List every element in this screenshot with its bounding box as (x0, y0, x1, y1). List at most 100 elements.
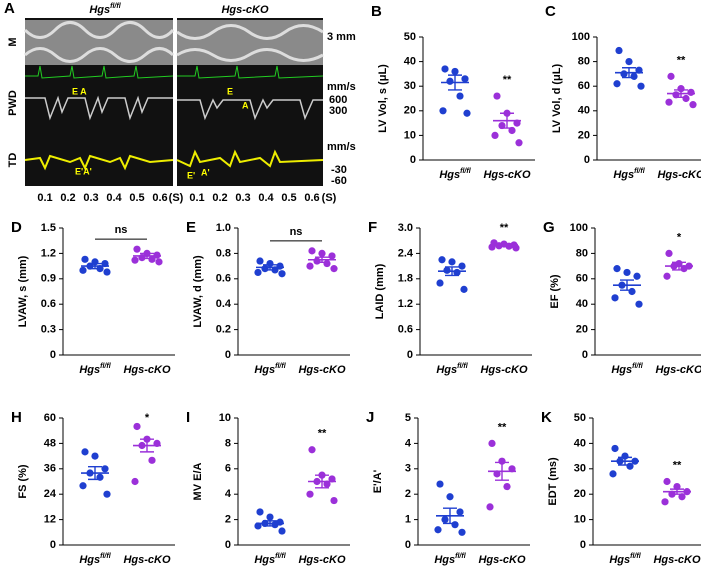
data-point (613, 80, 621, 88)
scale-label: 600 (329, 94, 347, 106)
data-point (458, 262, 466, 270)
data-point (493, 92, 501, 100)
y-tick-label: 1.2 (398, 298, 413, 310)
scale-label: mm/s (327, 141, 356, 153)
y-tick-label: 0 (225, 539, 231, 551)
category-text: Hgs-cKO (480, 364, 528, 376)
category-superscript: fl/fl (275, 553, 287, 560)
data-point (308, 247, 316, 255)
panel-letter: A (4, 0, 15, 17)
data-point (153, 251, 161, 259)
data-point (448, 258, 456, 266)
category-text: Hgs (79, 364, 100, 376)
error-bar (495, 461, 509, 481)
data-point (665, 249, 673, 257)
column-header: Hgsfl/fl (89, 3, 121, 16)
data-point (323, 259, 331, 268)
category-text: Hgs (434, 554, 455, 566)
y-axis-label: LAID (mm) (374, 263, 386, 319)
x-tick-label: Hgs-cKO (483, 169, 531, 181)
data-point (446, 493, 454, 501)
significance: ** (677, 54, 686, 66)
data-point (630, 72, 638, 80)
category-superscript: fl/fl (632, 363, 644, 370)
error-bar (620, 279, 634, 291)
x-tick-label: Hgs-cKO (480, 364, 528, 376)
data-point (256, 257, 264, 265)
y-tick-label: 10 (574, 514, 586, 526)
data-point (138, 254, 146, 262)
y-tick-label: 0 (225, 349, 231, 361)
y-tick-label: 0 (580, 539, 586, 551)
data-point (256, 508, 264, 516)
category-text: Hgs (436, 364, 457, 376)
y-tick-label: 60 (44, 412, 56, 424)
panel-letter: H (11, 409, 22, 426)
data-point (486, 503, 494, 511)
y-tick-label: 20 (574, 488, 586, 500)
annotation: E A (72, 86, 87, 96)
data-point (609, 470, 617, 478)
time-tick-label: 0.4 (106, 192, 122, 204)
data-point (682, 94, 690, 103)
y-tick-label: 1.0 (216, 222, 231, 234)
y-tick-label: 0 (405, 539, 411, 551)
category-superscript: fl/fl (100, 553, 112, 560)
header-superscript: fl/fl (110, 3, 122, 10)
m-wave (176, 48, 324, 62)
data-point (306, 262, 314, 270)
data-point (451, 67, 459, 76)
error-bar (443, 507, 457, 525)
y-tick-label: 8 (225, 437, 231, 449)
data-point (515, 139, 523, 147)
row-label: M (7, 37, 19, 46)
y-tick-label: 3 (405, 463, 411, 475)
category-text: Hgs-cKO (298, 554, 346, 566)
category-text: Hgs (609, 554, 630, 566)
y-tick-label: 80 (578, 56, 590, 68)
data-point (131, 256, 139, 264)
annotation: E' (187, 170, 195, 180)
annotation: E'A' (75, 166, 92, 176)
m-mode (25, 20, 173, 65)
m-mode (177, 20, 323, 65)
data-point (81, 255, 89, 263)
y-tick-label: 50 (574, 412, 586, 424)
error-bar (500, 112, 514, 129)
y-tick-label: 12 (44, 514, 56, 526)
x-tick-label: Hgsfl/fl (254, 553, 286, 566)
y-axis-label: LVAW, s (mm) (17, 255, 29, 327)
ecg (25, 65, 174, 79)
category-text: Hgs (613, 169, 634, 181)
y-tick-label: 0.8 (216, 247, 231, 259)
data-point (330, 496, 338, 505)
data-point (611, 444, 619, 453)
y-axis-label: FS (%) (17, 464, 29, 499)
data-point (451, 521, 459, 529)
y-tick-label: 60 (578, 80, 590, 92)
header-text: Hgs (89, 4, 110, 16)
data-point (306, 490, 314, 498)
category-superscript: fl/fl (634, 168, 646, 175)
data-point (620, 70, 628, 78)
category-superscript: fl/fl (457, 363, 469, 370)
data-point (463, 109, 471, 117)
annotation: A' (201, 167, 210, 177)
category-text: Hgs-cKO (298, 364, 346, 376)
significance: ** (498, 421, 507, 433)
data-point (261, 265, 269, 273)
scale-label: 3 mm (327, 31, 356, 43)
category-superscript: fl/fl (275, 363, 287, 370)
significance: ns (290, 226, 303, 238)
x-tick-label: Hgsfl/fl (611, 363, 643, 376)
td-wave (24, 154, 174, 171)
significance: * (145, 412, 150, 424)
significance: ** (500, 222, 509, 234)
error-bar (315, 474, 329, 489)
x-tick-label: Hgs-cKO (123, 364, 171, 376)
data-point (79, 482, 87, 490)
dot-plot: B LV Vol, s (μL) 0 10 20 30 40 50 Hgsfl/fl Hgs-cK… (371, 3, 535, 181)
dot-plot: C LV Vol, d (μL) 0 20 40 60 80 100 Hgsfl/fl Hgs-c… (545, 3, 701, 181)
column-header: Hgs-cKO (221, 4, 269, 16)
data-point (665, 98, 673, 106)
